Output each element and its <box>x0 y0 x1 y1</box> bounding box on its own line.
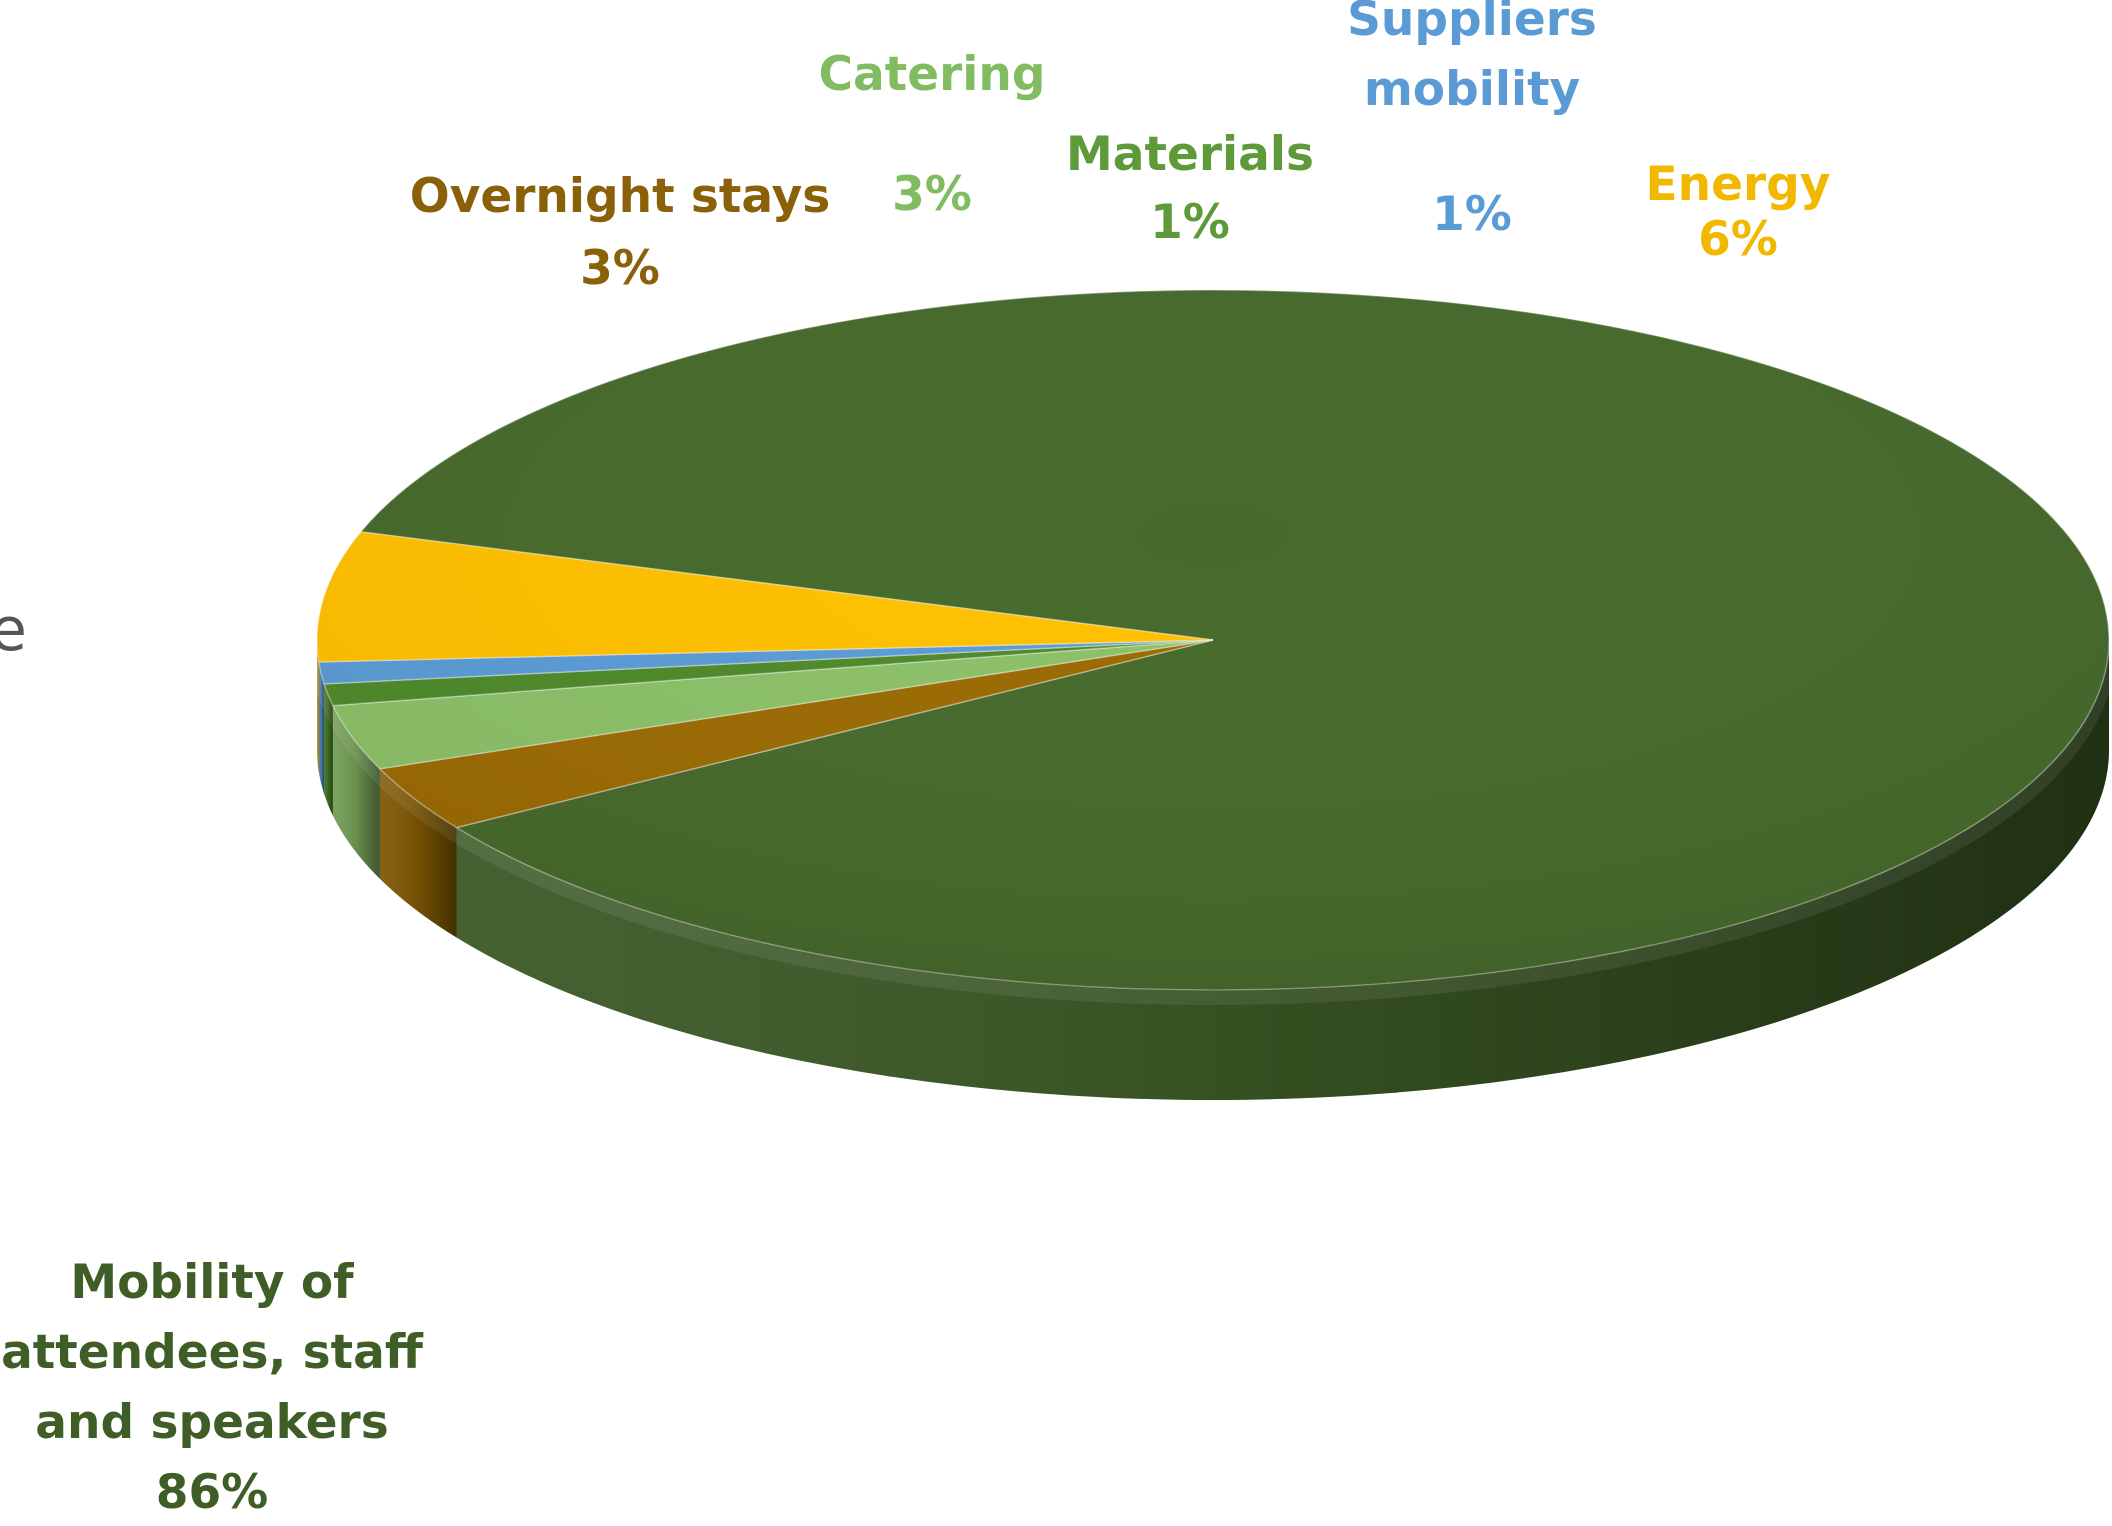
slice-label-name: Overnight stays <box>410 169 830 224</box>
slice-label-name: attendees, staff <box>1 1325 424 1380</box>
slice-label-overnight-stays: Overnight stays 3% <box>410 169 830 296</box>
slice-label-name: Materials <box>1066 127 1314 182</box>
slice-label-percent: 1% <box>1432 187 1512 242</box>
slice-label-materials: Materials 1% <box>1066 127 1314 250</box>
slice-labels: Mobility of attendees, staff and speakers 8… <box>1 0 1830 1520</box>
pie-rim <box>310 647 2112 1005</box>
slice-label-mobility-of-attendees-staff-and-speakers: Mobility of attendees, staff and speakers 8… <box>1 1255 424 1520</box>
pie-side-shade <box>332 705 380 879</box>
pie-top-shade <box>317 290 2109 990</box>
clipped-text: e <box>0 595 27 665</box>
pie-side-shade <box>317 640 319 772</box>
slice-label-name: and speakers <box>35 1395 388 1450</box>
pie-side-shade <box>456 640 2109 1100</box>
slice-label-percent: 6% <box>1698 212 1778 267</box>
pie-side-shade <box>324 683 333 816</box>
slice-label-name: Energy <box>1646 157 1831 212</box>
slice-label-percent: 1% <box>1150 195 1230 250</box>
slice-label-name: Mobility of <box>70 1255 354 1310</box>
slice-label-percent: 3% <box>892 167 972 222</box>
slice-label-name: Suppliers <box>1347 0 1597 47</box>
slice-label-name: Catering <box>819 47 1046 102</box>
pie-side-wall <box>310 640 2112 1100</box>
pie-side-shade <box>318 661 325 794</box>
pie-side-shade <box>379 768 457 938</box>
pie-top-face <box>316 289 2110 991</box>
slice-label-percent: 3% <box>580 241 660 296</box>
slice-label-catering: Catering 3% <box>819 47 1046 222</box>
slice-label-percent: 86% <box>156 1465 269 1520</box>
slice-label-name: mobility <box>1364 62 1580 117</box>
slice-label-suppliers-mobility: Suppliers mobility 1% <box>1347 0 1597 242</box>
